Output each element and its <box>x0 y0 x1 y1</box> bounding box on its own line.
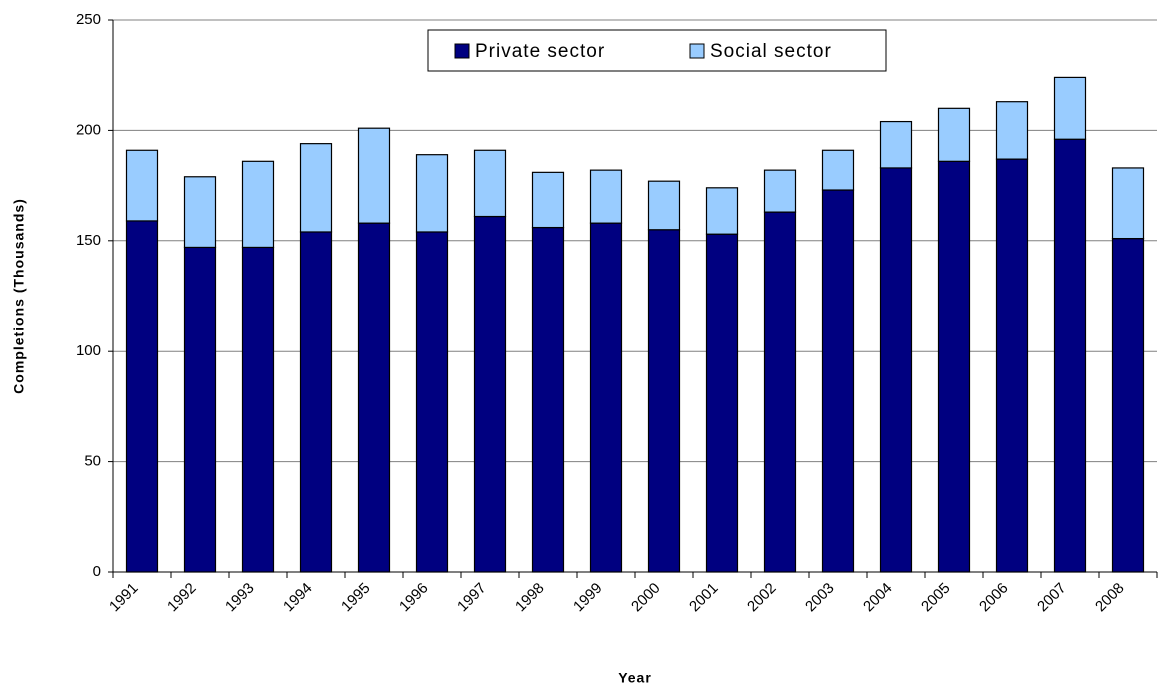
bar-segment <box>183 246 217 573</box>
y-tick-label: 100 <box>76 342 101 359</box>
bar-segment <box>357 222 391 573</box>
y-tick-label: 50 <box>84 453 101 470</box>
bar-segment <box>531 226 565 573</box>
bar-segment <box>647 180 681 231</box>
bar-segment <box>1111 237 1145 573</box>
bar-segment <box>821 189 855 573</box>
bar-segment <box>299 143 333 233</box>
bar-segment <box>531 171 565 229</box>
y-tick-label: 0 <box>93 563 101 580</box>
bar-segment <box>415 154 449 233</box>
bar-segment <box>879 120 913 169</box>
bar-segment <box>879 167 913 573</box>
bar-segment <box>473 215 507 573</box>
bar-segment <box>937 160 971 573</box>
bar-segment <box>705 233 739 573</box>
bar-segment <box>125 220 159 573</box>
bar-segment <box>589 169 623 224</box>
x-axis-title: Year <box>618 670 652 686</box>
bar-segment <box>473 149 507 218</box>
bar-segment <box>763 211 797 573</box>
legend-box <box>427 29 887 72</box>
bar-segment <box>415 231 449 573</box>
y-tick-label: 200 <box>76 121 101 138</box>
y-tick-label: 250 <box>76 11 101 28</box>
bar-segment <box>995 101 1029 160</box>
bar-segment <box>1053 76 1087 140</box>
bar-segment <box>299 231 333 573</box>
bar-segment <box>183 176 217 249</box>
y-tick-label: 150 <box>76 232 101 249</box>
legend-label: Private sector <box>475 41 605 62</box>
legend-swatch <box>689 43 705 59</box>
bar-segment <box>705 187 739 235</box>
bar-segment <box>357 127 391 224</box>
y-axis-title: Completions (Thousands) <box>11 198 27 394</box>
bar-segment <box>821 149 855 191</box>
bar-segment <box>763 169 797 213</box>
bar-segment <box>1053 138 1087 573</box>
legend-swatch <box>454 43 470 59</box>
bar-segment <box>241 246 275 573</box>
bar-segment <box>937 107 971 162</box>
bar-segment <box>241 160 275 249</box>
bar-segment <box>125 149 159 222</box>
bar-segment <box>647 229 681 573</box>
legend-label: Social sector <box>710 41 832 62</box>
bar-segment <box>589 222 623 573</box>
bar-segment <box>1111 167 1145 240</box>
bar-segment <box>995 158 1029 573</box>
